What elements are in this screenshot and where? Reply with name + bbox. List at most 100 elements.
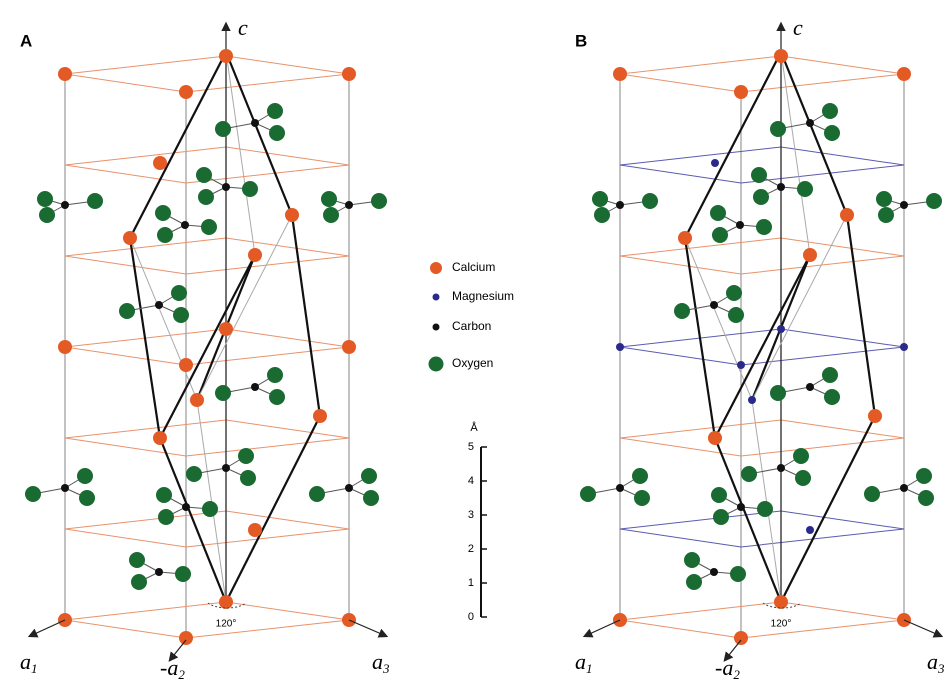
oxygen-atom bbox=[158, 509, 174, 525]
axis-a3 bbox=[349, 620, 386, 636]
rhombohedron-edge bbox=[226, 52, 255, 255]
oxygen-atom bbox=[770, 121, 786, 137]
oxygen-atom bbox=[824, 125, 840, 141]
calcium-atom bbox=[897, 67, 911, 81]
carbon-atom bbox=[222, 183, 230, 191]
rhombohedron-edge bbox=[781, 416, 875, 602]
oxygen-atom bbox=[215, 121, 231, 137]
oxygen-atom bbox=[173, 307, 189, 323]
magnesium-atom bbox=[748, 396, 756, 404]
magnesium-atom bbox=[737, 361, 745, 369]
oxygen-atom bbox=[202, 501, 218, 517]
axis-symbol: a bbox=[927, 649, 938, 674]
carbon-atom bbox=[616, 484, 624, 492]
calcium-atom bbox=[190, 393, 204, 407]
layer-plane bbox=[620, 420, 904, 456]
carbon-atom bbox=[777, 183, 785, 191]
scale-tick-label: 4 bbox=[468, 475, 474, 487]
axis-symbol: a bbox=[575, 649, 586, 674]
oxygen-atom bbox=[119, 303, 135, 319]
calcium-atom bbox=[734, 85, 748, 99]
oxygen-atom bbox=[129, 552, 145, 568]
oxygen-atom bbox=[156, 487, 172, 503]
oxygen-atom bbox=[797, 181, 813, 197]
oxygen-atom bbox=[171, 285, 187, 301]
carbon-atom bbox=[616, 201, 624, 209]
oxygen-atom bbox=[726, 285, 742, 301]
axis-a1 bbox=[585, 620, 620, 636]
oxygen-atom bbox=[580, 486, 596, 502]
oxygen-atom bbox=[864, 486, 880, 502]
legend-label: Oxygen bbox=[452, 356, 493, 370]
carbon-atom bbox=[61, 201, 69, 209]
oxygen-atom bbox=[594, 207, 610, 223]
magnesium-atom bbox=[900, 343, 908, 351]
oxygen-atom bbox=[822, 103, 838, 119]
panel-label: A bbox=[20, 31, 32, 50]
carbon-atom bbox=[251, 119, 259, 127]
oxygen-atom bbox=[196, 167, 212, 183]
oxygen-atom bbox=[25, 486, 41, 502]
oxygen-atom bbox=[238, 448, 254, 464]
carbon-atom bbox=[155, 301, 163, 309]
calcium-atom bbox=[342, 340, 356, 354]
oxygen-atom bbox=[770, 385, 786, 401]
axis-label: -a2 bbox=[160, 655, 185, 682]
layer-plane bbox=[65, 602, 349, 638]
axis-subscript: 2 bbox=[178, 667, 185, 682]
carbon-atom bbox=[806, 119, 814, 127]
carbon-atom bbox=[251, 383, 259, 391]
angle-label: 120° bbox=[216, 619, 237, 630]
calcium-atom bbox=[840, 208, 854, 222]
oxygen-atom bbox=[131, 574, 147, 590]
rhombohedron-edge bbox=[130, 52, 226, 238]
oxygen-atom bbox=[77, 468, 93, 484]
scale-tick-label: 0 bbox=[468, 611, 474, 623]
carbon-atom bbox=[900, 484, 908, 492]
carbon-atom bbox=[777, 464, 785, 472]
rhombohedron-edge bbox=[292, 215, 320, 416]
carbon-atom bbox=[710, 301, 718, 309]
calcium-atom bbox=[678, 231, 692, 245]
carbon-atom bbox=[155, 568, 163, 576]
axis-label: a3 bbox=[372, 649, 390, 676]
magnesium-atom bbox=[777, 325, 785, 333]
carbon-atom bbox=[182, 503, 190, 511]
calcium-atom bbox=[153, 431, 167, 445]
calcium-atom bbox=[803, 248, 817, 262]
rhombohedron-edge bbox=[847, 215, 875, 416]
oxygen-atom bbox=[876, 191, 892, 207]
axis-label: c bbox=[793, 15, 803, 40]
rhombohedron-edge bbox=[685, 52, 781, 238]
oxygen-atom bbox=[878, 207, 894, 223]
calcium-atom bbox=[219, 595, 233, 609]
calcium-atom bbox=[248, 523, 262, 537]
carbon-atom bbox=[737, 503, 745, 511]
oxygen-atom bbox=[753, 189, 769, 205]
oxygen-atom bbox=[686, 574, 702, 590]
carbon-atom bbox=[736, 221, 744, 229]
oxygen-atom bbox=[371, 193, 387, 209]
oxygen-atom bbox=[795, 470, 811, 486]
oxygen-atom bbox=[186, 466, 202, 482]
calcium-atom bbox=[248, 248, 262, 262]
axis-symbol: -a bbox=[160, 655, 178, 680]
layer-plane bbox=[620, 602, 904, 638]
oxygen-atom bbox=[155, 205, 171, 221]
calcium-atom bbox=[123, 231, 137, 245]
magnesium-atom bbox=[616, 343, 624, 351]
legend-swatch bbox=[433, 294, 440, 301]
oxygen-atom bbox=[269, 125, 285, 141]
calcium-atom bbox=[734, 631, 748, 645]
oxygen-atom bbox=[321, 191, 337, 207]
oxygen-atom bbox=[730, 566, 746, 582]
scale-tick-label: 1 bbox=[468, 577, 474, 589]
oxygen-atom bbox=[756, 219, 772, 235]
oxygen-atom bbox=[201, 219, 217, 235]
oxygen-atom bbox=[674, 303, 690, 319]
layer-plane bbox=[65, 238, 349, 274]
oxygen-atom bbox=[751, 167, 767, 183]
legend-swatch bbox=[429, 357, 444, 372]
calcium-atom bbox=[774, 595, 788, 609]
